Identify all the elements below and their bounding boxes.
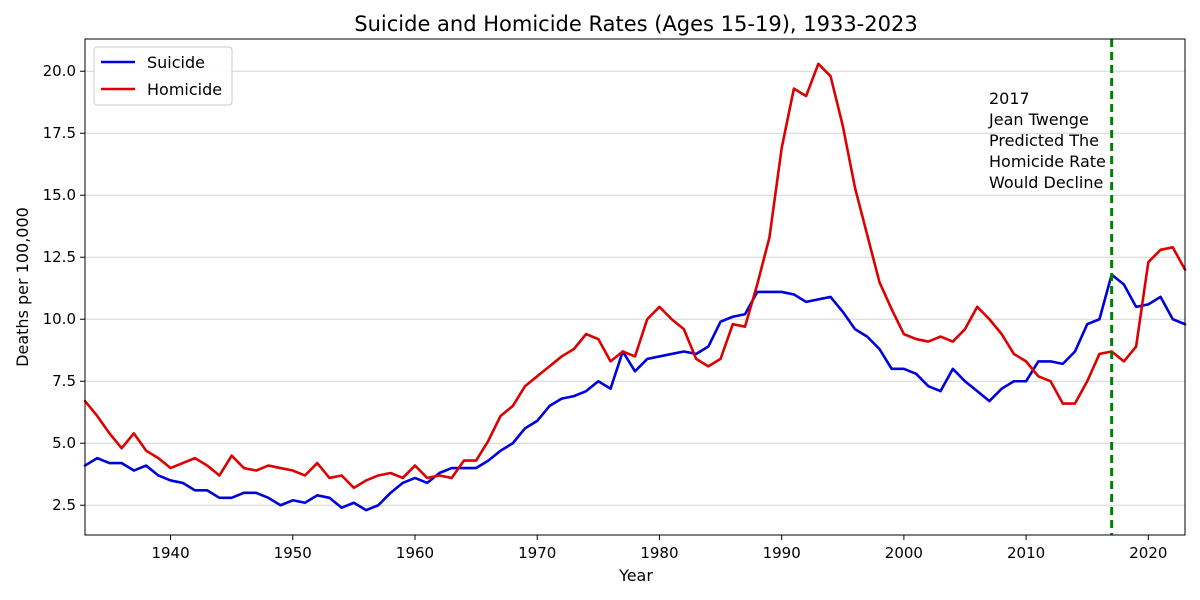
annotation-line: Jean Twenge [988, 110, 1089, 129]
x-tick-label: 2000 [885, 544, 923, 562]
annotation-line: Would Decline [989, 173, 1103, 192]
x-tick-label: 1970 [518, 544, 556, 562]
gridlines [85, 70, 1185, 506]
y-tick-label: 7.5 [52, 372, 76, 390]
y-tick-label: 5.0 [52, 434, 76, 452]
y-axis-ticks: 2.5 5.0 7.5 10.0 12.5 15.0 17.5 20.0 [43, 62, 85, 514]
x-tick-label: 1980 [640, 544, 678, 562]
y-tick-label: 10.0 [43, 310, 76, 328]
y-tick-label: 17.5 [43, 124, 76, 142]
x-axis-title: Year [618, 566, 653, 585]
y-axis-title: Deaths per 100,000 [13, 207, 32, 367]
y-tick-label: 12.5 [43, 248, 76, 266]
legend: Suicide Homicide [93, 46, 233, 106]
annotation-line: 2017 [989, 89, 1030, 108]
x-tick-label: 1960 [396, 544, 434, 562]
y-tick-label: 15.0 [43, 186, 76, 204]
x-axis-ticks: 1940 1950 1960 1970 1980 1990 2000 2010 2020 [151, 535, 1167, 562]
annotation-line: Predicted The [989, 131, 1099, 150]
x-tick-label: 1940 [151, 544, 189, 562]
x-tick-label: 2010 [1007, 544, 1045, 562]
plot-frame [84, 38, 1186, 536]
y-tick-label: 2.5 [52, 496, 76, 514]
annotation-line: Homicide Rate [989, 152, 1106, 171]
series-line-suicide [83, 273, 1187, 512]
legend-label-suicide: Suicide [147, 53, 205, 72]
x-tick-label: 1990 [763, 544, 801, 562]
legend-label-homicide: Homicide [147, 80, 222, 99]
annotation: 2017 Jean Twenge Predicted The Homicide Rat… [988, 89, 1106, 192]
x-tick-label: 1950 [274, 544, 312, 562]
chart-title: Suicide and Homicide Rates (Ages 15-19),… [354, 12, 917, 36]
series-lines [83, 62, 1187, 512]
series-line-homicide [83, 62, 1187, 490]
y-tick-label: 20.0 [43, 62, 76, 80]
x-tick-label: 2020 [1129, 544, 1167, 562]
